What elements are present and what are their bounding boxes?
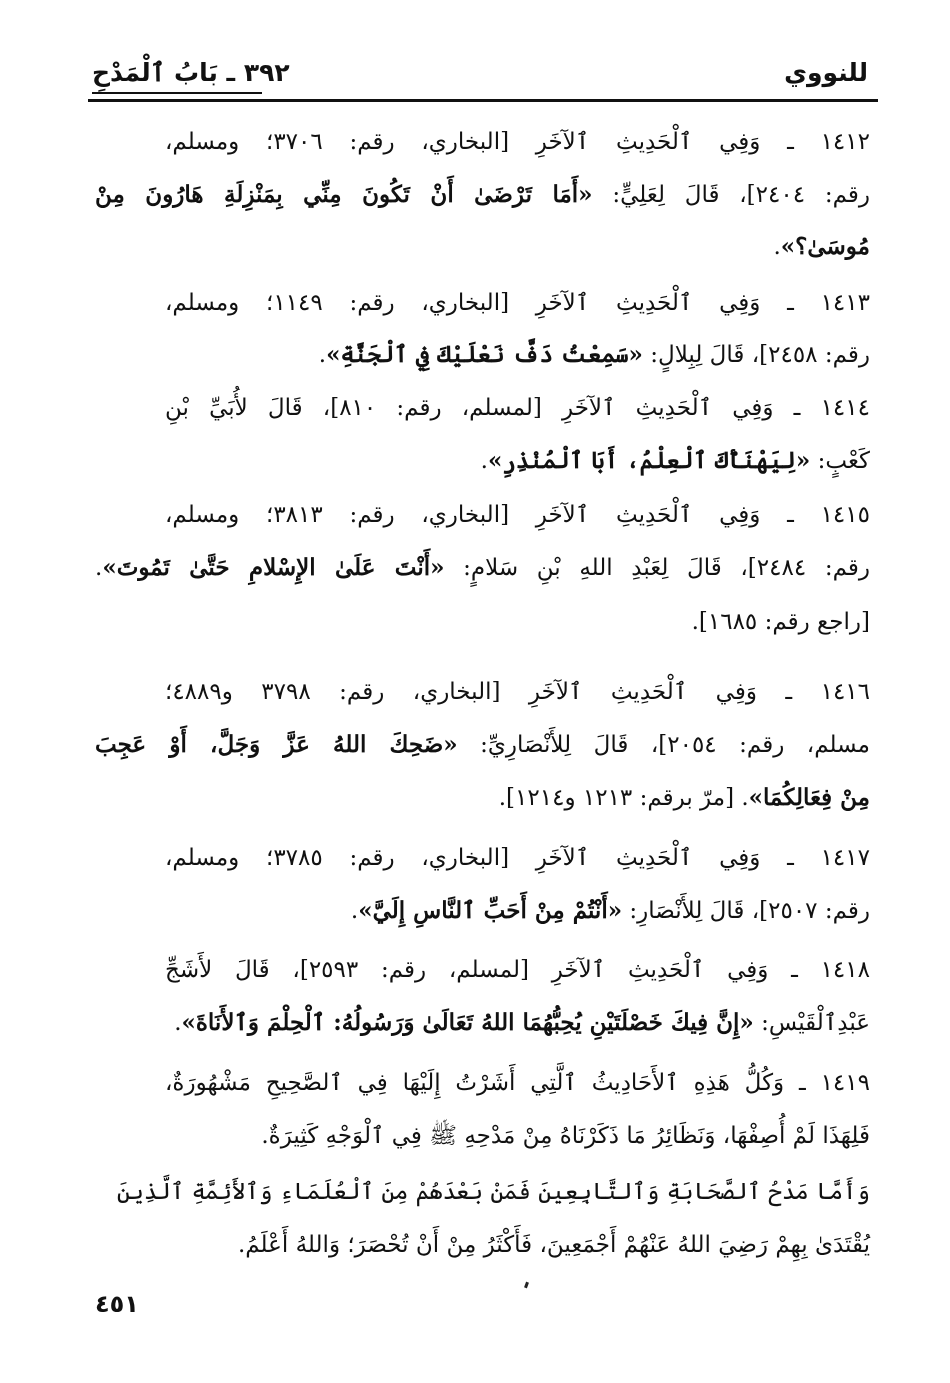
text-segment: ١٤١٢ ـ وَفِي ٱلْحَدِيثِ ٱلآخَرِ [البخاري… <box>165 129 870 155</box>
text-segment: . <box>174 1010 182 1036</box>
text-line: مسلم، رقم: ٢٠٥٤]، قَالَ لِلأَنْصَارِيِّ:… <box>95 725 870 765</box>
text-segment: . <box>480 448 488 474</box>
text-segment: رقم: ٢٤٠٤]، قَالَ لِعَلِيٍّ: <box>592 182 870 208</box>
text-segment: كَعْبٍ: <box>810 448 870 474</box>
text-line: ١٤١٨ ـ وَفِي ٱلْحَدِيثِ ٱلآخَرِ [لمسلم، … <box>165 950 870 990</box>
page-number: ٤٥١ <box>95 1290 139 1318</box>
text-segment: ١٤١٥ ـ وَفِي ٱلْحَدِيثِ ٱلآخَرِ [البخاري… <box>165 502 870 528</box>
text-line: ١٤١٩ ـ وَكُلُّ هَذِهِ ٱلأَحَادِيثُ ٱلَّت… <box>165 1063 870 1103</box>
hadith-quote: «سَمِعْتُ دَفَّ نَعْلَيْكَ فِي ٱلْجَنَّة… <box>326 341 643 368</box>
text-line: فَلِهَذَا لَمْ أُصِفْهَا، وَنَظَائِرُ مَ… <box>95 1116 870 1156</box>
text-segment: رقم: ٢٤٨٤]، قَالَ لِعَبْدِ اللهِ بْنِ سَ… <box>444 555 870 581</box>
text-segment: . <box>350 898 359 924</box>
text-segment: مسلم، رقم: ٢٠٥٤]، قَالَ لِلأَنْصَارِيِّ: <box>457 732 870 758</box>
running-header-chapter: ٣٩٢ ـ بَابُ ٱلْمَدْحِ <box>92 58 290 87</box>
chapter-underline <box>92 92 262 94</box>
hadith-quote: «إِنَّ فِيكَ خَصْلَتَيْنِ يُحِبُّهُمَا ا… <box>181 1009 754 1036</box>
text-segment: يُقْتَدَىٰ بِهِمْ رَضِيَ اللهُ عَنْهُمْ … <box>237 1232 870 1258</box>
text-segment: عَبْدِٱلْقَيْسِ: <box>753 1010 870 1036</box>
text-line: ١٤١٥ ـ وَفِي ٱلْحَدِيثِ ٱلآخَرِ [البخاري… <box>165 495 870 535</box>
text-segment: . <box>95 555 103 581</box>
text-line: مِنْ فِعَالِكُمَا». [مرّ برقم: ١٢١٣ و١٢١… <box>95 778 870 818</box>
text-line: ١٤١٤ ـ وَفِي ٱلْحَدِيثِ ٱلآخَرِ [لمسلم، … <box>165 388 870 428</box>
hadith-quote: «ضَحِكَ اللهُ عَزَّ وَجَلَّ، أَوْ عَجِبَ <box>95 731 458 758</box>
text-segment: ١٤١٨ ـ وَفِي ٱلْحَدِيثِ ٱلآخَرِ [لمسلم، … <box>165 957 870 983</box>
text-segment: . <box>773 234 781 260</box>
text-line: ١٤١٣ ـ وَفِي ٱلْحَدِيثِ ٱلآخَرِ [البخاري… <box>165 283 870 323</box>
text-segment: ١٤١٦ ـ وَفِي ٱلْحَدِيثِ ٱلآخَرِ [البخاري… <box>165 679 871 705</box>
hadith-quote: مُوسَىٰ؟» <box>780 233 870 260</box>
hadith-quote: «أَمَا تَرْضَىٰ أَنْ تَكُونَ مِنِّي بِمَ… <box>95 181 593 208</box>
text-line: رقم: ٢٤٨٤]، قَالَ لِعَبْدِ اللهِ بْنِ سَ… <box>95 548 870 588</box>
text-line: عَبْدِٱلْقَيْسِ: «إِنَّ فِيكَ خَصْلَتَيْ… <box>95 1003 870 1043</box>
hadith-quote: «لِيَهْنَأْكَ ٱلْعِلْمُ، أَبَا ٱلْمُنْذِ… <box>487 447 811 474</box>
text-segment: . <box>318 342 327 368</box>
scan-speck <box>524 1281 529 1289</box>
text-segment: رقم: ٢٤٥٨]، قَالَ لِبِلالٍ: <box>642 342 870 368</box>
text-line: وَأَمَّا مَدْحُ ٱلصَّحَابَةِ وَٱلتَّابِع… <box>117 1172 870 1212</box>
hadith-quote: «أَنْتَ عَلَىٰ الإِسْلامِ حَتَّىٰ تَمُوت… <box>102 554 445 581</box>
text-segment: ١٤١٣ ـ وَفِي ٱلْحَدِيثِ ٱلآخَرِ [البخاري… <box>165 290 870 316</box>
hadith-quote: مِنْ فِعَالِكُمَا» <box>748 784 870 811</box>
text-line: رقم: ٢٤٥٨]، قَالَ لِبِلالٍ: «سَمِعْتُ دَ… <box>95 335 870 375</box>
text-line: رقم: ٢٤٠٤]، قَالَ لِعَلِيٍّ: «أَمَا تَرْ… <box>95 175 870 215</box>
text-segment: ١٤١٧ ـ وَفِي ٱلْحَدِيثِ ٱلآخَرِ [البخاري… <box>165 845 870 871</box>
text-segment: رقم: ٢٥٠٧]، قَالَ لِلأَنْصَارِ: <box>622 898 870 924</box>
text-line: [راجع رقم: ١٦٨٥]. <box>95 602 870 642</box>
text-line: رقم: ٢٥٠٧]، قَالَ لِلأَنْصَارِ: «أَنْتُم… <box>95 891 870 931</box>
text-segment: وَأَمَّا مَدْحُ ٱلصَّحَابَةِ وَٱلتَّابِع… <box>116 1179 870 1205</box>
text-segment: فَلِهَذَا لَمْ أُصِفْهَا، وَنَظَائِرُ مَ… <box>261 1123 870 1149</box>
text-line: ١٤١٦ ـ وَفِي ٱلْحَدِيثِ ٱلآخَرِ [البخاري… <box>165 672 870 712</box>
header-rule <box>88 99 878 102</box>
text-segment: ١٤١٩ ـ وَكُلُّ هَذِهِ ٱلأَحَادِيثُ ٱلَّت… <box>165 1070 870 1096</box>
text-line: ١٤١٢ ـ وَفِي ٱلْحَدِيثِ ٱلآخَرِ [البخاري… <box>165 122 870 162</box>
text-line: ١٤١٧ ـ وَفِي ٱلْحَدِيثِ ٱلآخَرِ [البخاري… <box>165 838 870 878</box>
text-line: يُقْتَدَىٰ بِهِمْ رَضِيَ اللهُ عَنْهُمْ … <box>95 1225 870 1265</box>
hadith-quote: «أَنْتُمْ مِنْ أَحَبِّ ٱلنَّاسِ إِلَيَّ» <box>358 897 623 924</box>
running-header-author: للنووي <box>784 58 868 87</box>
text-line: كَعْبٍ: «لِيَهْنَأْكَ ٱلْعِلْمُ، أَبَا ٱ… <box>95 441 870 481</box>
text-line: مُوسَىٰ؟». <box>95 227 870 267</box>
text-segment: . [مرّ برقم: ١٢١٣ و١٢١٤]. <box>498 785 749 811</box>
text-segment: ١٤١٤ ـ وَفِي ٱلْحَدِيثِ ٱلآخَرِ [لمسلم، … <box>165 395 870 421</box>
text-segment: [راجع رقم: ١٦٨٥]. <box>691 609 870 635</box>
